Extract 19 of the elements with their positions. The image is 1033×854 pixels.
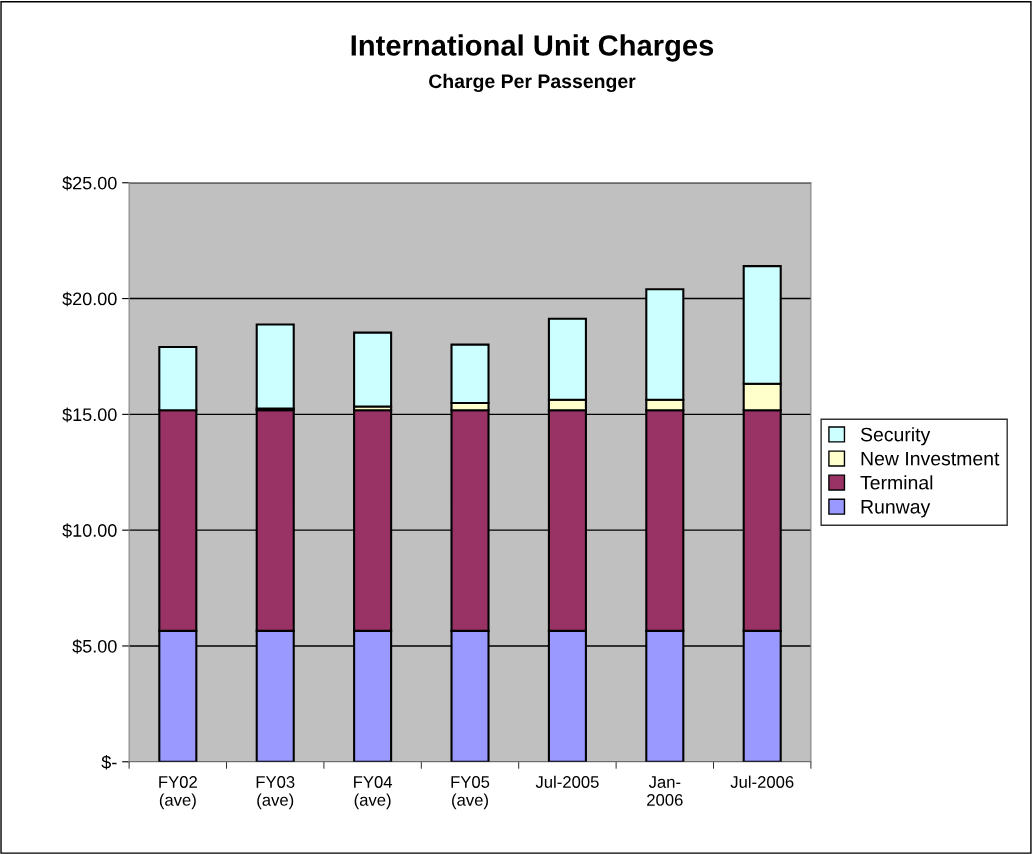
x-tick-label: FY02 (ave) [159,776,197,810]
legend-label: Terminal [860,475,933,490]
chart-title: International Unit Charges [351,34,714,62]
y-tick-label: $20.00 [62,291,117,307]
x-tick-label: FY05 (ave) [451,776,490,810]
legend-label: Runway [861,500,931,518]
y-tick-label: $25.00 [62,175,117,191]
y-tick-label: $- [101,754,117,770]
chart-subtitle: Charge Per Passenger [429,73,636,93]
y-tick-label: $15.00 [62,407,117,423]
legend-label: Security [860,427,931,446]
y-tick-label: $10.00 [62,523,117,538]
x-tick-label: Jan- 2006 [647,776,683,806]
x-tick-label: FY04 (ave) [354,776,393,810]
x-tick-label: Jul-2005 [535,775,599,788]
x-tick-label: Jul-2006 [730,775,794,788]
y-tick-label: $5.00 [72,639,117,654]
legend-label: New Investment [861,451,1000,466]
x-tick-label: FY03 (ave) [256,776,295,810]
